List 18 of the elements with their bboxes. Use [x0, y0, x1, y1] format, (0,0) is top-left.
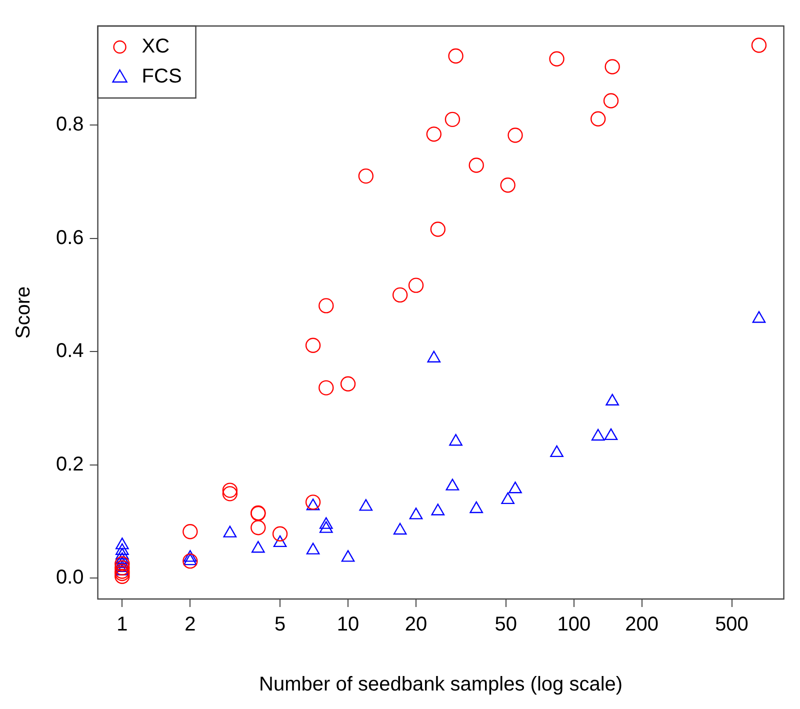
- y-tick-label: 0.8: [56, 114, 84, 136]
- x-tick-label: 100: [557, 614, 591, 636]
- y-axis-title: Score: [12, 286, 35, 339]
- x-tick-label: 2: [184, 614, 196, 636]
- x-tick-label: 5: [274, 614, 286, 636]
- x-tick-label: 200: [625, 614, 659, 636]
- legend-label: FCS: [142, 66, 182, 88]
- y-tick-label: 0.0: [56, 566, 84, 589]
- x-tick-label: 1: [116, 614, 128, 636]
- y-tick-label: 0.4: [56, 340, 84, 362]
- y-tick-label: 0.2: [56, 453, 84, 476]
- x-tick-label: 20: [404, 614, 428, 636]
- legend-label: XC: [142, 36, 170, 58]
- x-tick-label: 50: [494, 614, 518, 636]
- x-tick-label: 500: [715, 614, 748, 636]
- x-axis-title: Number of seedbank samples (log scale): [259, 674, 623, 696]
- x-tick-label: 10: [336, 614, 360, 636]
- y-tick-label: 0.6: [56, 226, 84, 249]
